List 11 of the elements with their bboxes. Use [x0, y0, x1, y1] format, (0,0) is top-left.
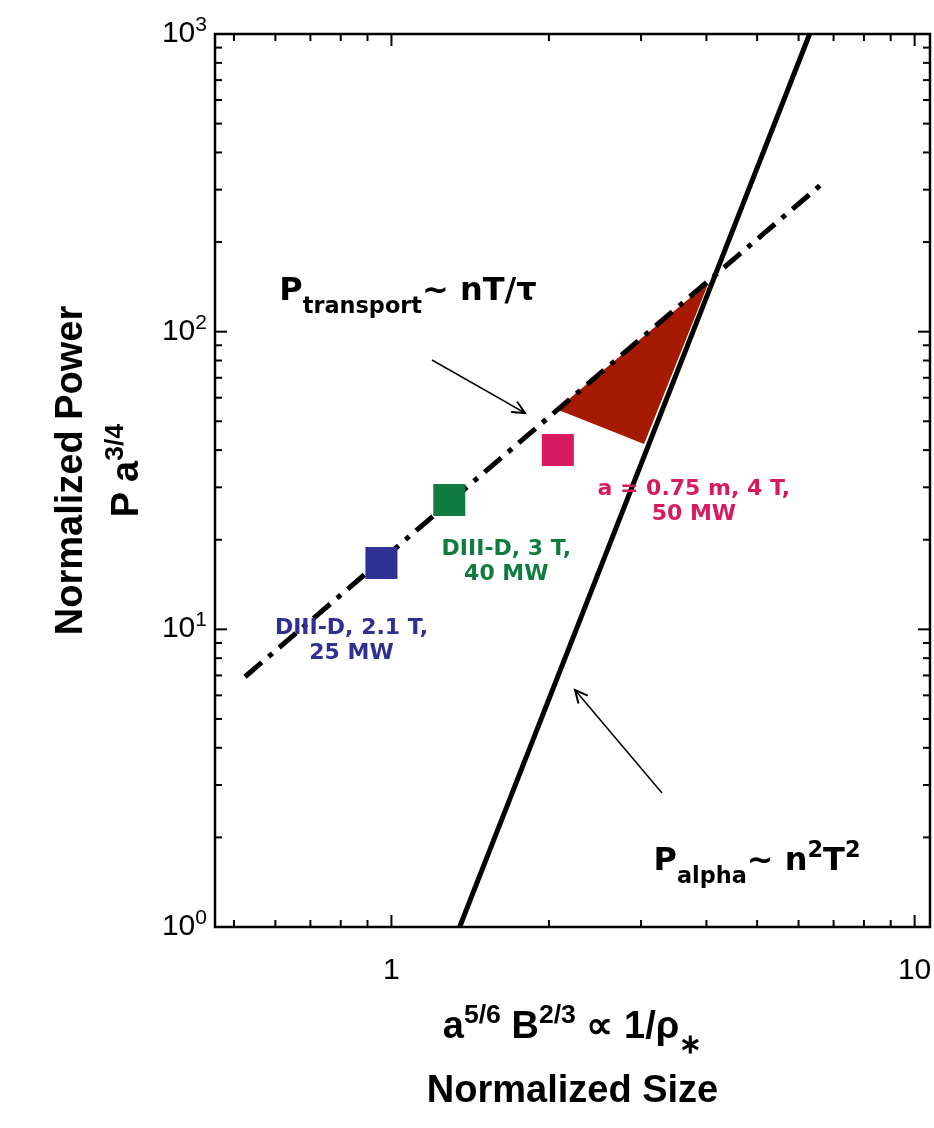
- annotation: DIII-D, 3 T, 40 MW: [441, 534, 572, 586]
- y-tick-label: 10$^{3}$: [161, 11, 207, 48]
- y-tick-label: 10$^{2}$: [161, 309, 207, 346]
- annotation: P$_{transport}$~ nT/τ: [279, 270, 537, 318]
- annotation: P$_{alpha}$~ n$^{2}$T$^{2}$: [653, 836, 861, 888]
- y-tick-label: 10$^{1}$: [161, 606, 207, 644]
- x-axis-title: a$^{5/6}$ B$^{2/3}$ ∝ 1/ρ$_{∗}$ Normalized Size: [426, 999, 719, 1110]
- x-tick-label: 1: [383, 952, 400, 985]
- annotation: DIII-D, 2.1 T, 25 MW: [274, 614, 428, 665]
- y-tick-label: 10$^{0}$: [161, 904, 207, 941]
- x-tick-label: 10: [897, 952, 932, 985]
